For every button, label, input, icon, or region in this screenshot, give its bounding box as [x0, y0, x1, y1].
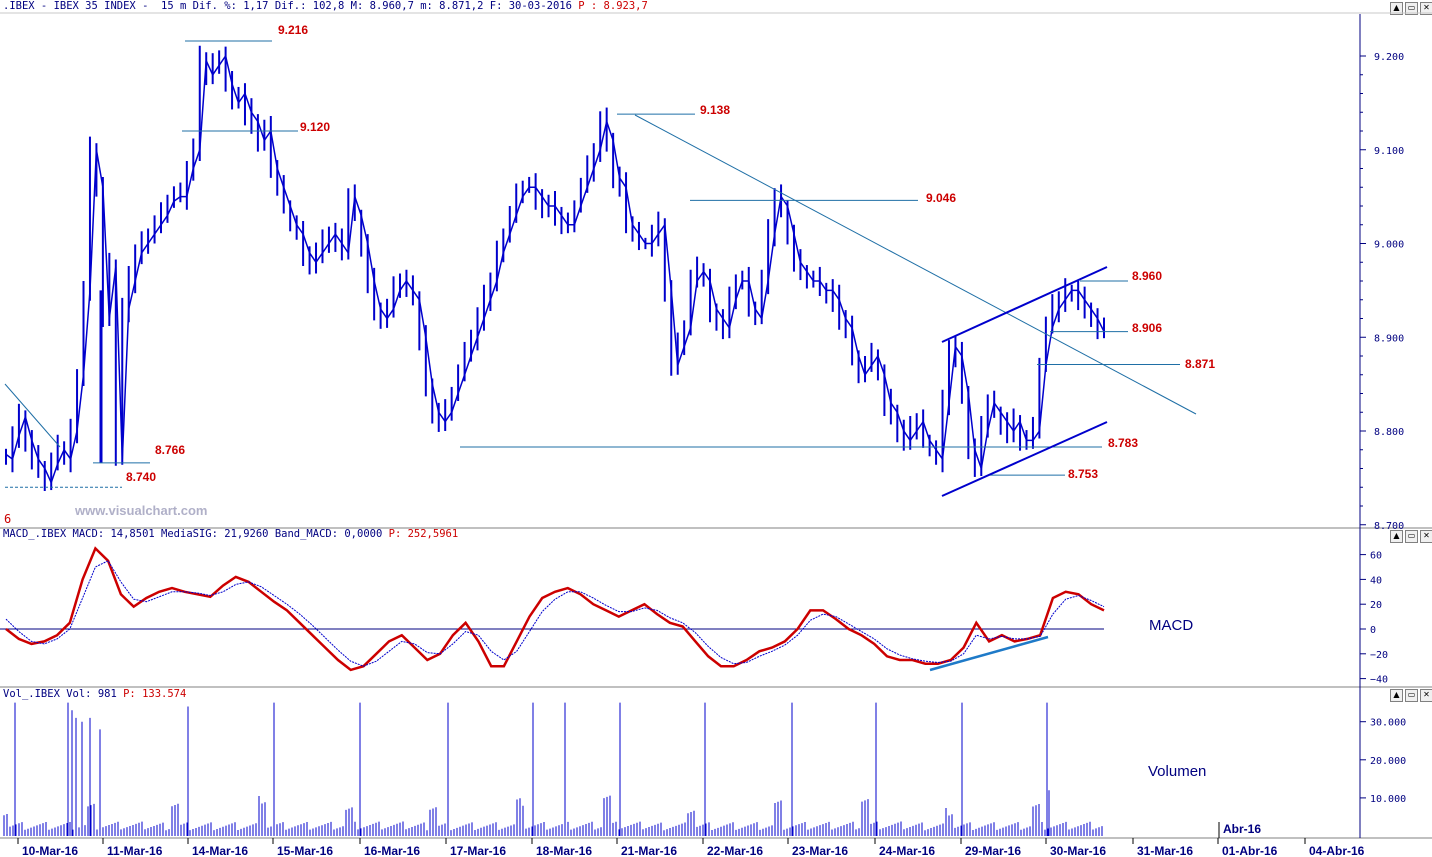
time-tick-label: 29-Mar-16 — [965, 844, 1021, 857]
price-level-label: 8.783 — [1108, 436, 1138, 450]
restore-button[interactable]: ▭ — [1405, 2, 1418, 15]
price-level-label: 8.906 — [1132, 321, 1162, 335]
time-tick-label: 17-Mar-16 — [450, 844, 506, 857]
time-month-label: Abr-16 — [1223, 822, 1261, 836]
price-level-label: 9.216 — [278, 23, 308, 37]
time-tick-label: 21-Mar-16 — [621, 844, 677, 857]
vol-header-text: Vol_.IBEX Vol: 981 — [3, 688, 124, 700]
price-line — [5, 54, 1105, 485]
macd-tick-label: −40 — [1370, 675, 1388, 686]
volume-tick-label: 30.000 — [1370, 718, 1406, 729]
downtrend-line — [634, 114, 1197, 415]
volume-tick-label: 20.000 — [1370, 756, 1406, 767]
price-level-label: 9.120 — [300, 120, 330, 134]
macd-header: MACD_.IBEX MACD: 14,8501 MediaSIG: 21,92… — [3, 528, 458, 540]
price-tick-label: 8.700 — [1374, 521, 1404, 532]
early-trend-line — [4, 383, 61, 448]
scroll-up-button[interactable]: ▲ — [1390, 2, 1403, 15]
time-tick-label: 14-Mar-16 — [192, 844, 248, 857]
price-tick-label: 9.000 — [1374, 240, 1404, 251]
price-level-label: 8.753 — [1068, 467, 1098, 481]
price-tick-label: 9.200 — [1374, 52, 1404, 63]
scroll-up-button[interactable]: ▲ — [1390, 689, 1403, 702]
macd-tick-label: −20 — [1370, 650, 1388, 661]
time-tick-label: 23-Mar-16 — [792, 844, 848, 857]
restore-button[interactable]: ▭ — [1405, 689, 1418, 702]
price-tick-label: 9.100 — [1374, 146, 1404, 157]
signal-line — [5, 560, 1105, 667]
macd-header-last: P: 252,5961 — [388, 528, 459, 540]
time-tick-label: 16-Mar-16 — [364, 844, 420, 857]
time-tick-label: 30-Mar-16 — [1050, 844, 1106, 857]
macd-window-buttons: ▲ ▭ ✕ — [1390, 530, 1432, 543]
price-header-text: .IBEX - IBEX 35 INDEX - 15 m Dif. %: 1,1… — [3, 0, 579, 12]
time-tick-label: 11-Mar-16 — [107, 844, 163, 857]
price-level-label: 9.138 — [700, 103, 730, 117]
scroll-up-button[interactable]: ▲ — [1390, 530, 1403, 543]
macd-tick-label: 60 — [1370, 551, 1382, 562]
macd-panel-label: MACD — [1149, 617, 1194, 634]
vol-header: Vol_.IBEX Vol: 981 P: 133.574 — [3, 688, 186, 700]
close-button[interactable]: ✕ — [1420, 530, 1432, 543]
time-tick-label: 24-Mar-16 — [879, 844, 935, 857]
time-tick-label: 04-Abr-16 — [1309, 844, 1365, 857]
price-header-last: P : 8.923,7 — [578, 0, 648, 12]
vol-window-buttons: ▲ ▭ ✕ — [1390, 689, 1432, 702]
restore-button[interactable]: ▭ — [1405, 530, 1418, 543]
side-label: 6 — [4, 512, 12, 526]
channel-upper-line — [941, 266, 1108, 343]
time-tick-label: 31-Mar-16 — [1137, 844, 1193, 857]
channel-lower-line — [941, 421, 1108, 497]
macd-tick-label: 20 — [1370, 600, 1382, 611]
price-level-label: 9.046 — [926, 191, 956, 205]
price-level-label: 8.960 — [1132, 269, 1162, 283]
time-tick-label: 10-Mar-16 — [22, 844, 78, 857]
time-tick-label: 01-Abr-16 — [1222, 844, 1278, 857]
macd-tick-label: 0 — [1370, 625, 1376, 636]
volume-panel-label: Volumen — [1148, 763, 1207, 780]
vol-header-last: P: 133.574 — [123, 688, 187, 700]
time-tick-label: 18-Mar-16 — [536, 844, 592, 857]
time-tick-label: 15-Mar-16 — [277, 844, 333, 857]
price-window-buttons: ▲ ▭ ✕ — [1390, 2, 1432, 15]
price-tick-label: 8.800 — [1374, 427, 1404, 438]
close-button[interactable]: ✕ — [1420, 2, 1432, 15]
price-header: .IBEX - IBEX 35 INDEX - 15 m Dif. %: 1,1… — [3, 0, 648, 12]
price-level-label: 8.740 — [126, 470, 156, 484]
close-button[interactable]: ✕ — [1420, 689, 1432, 702]
macd-header-text: MACD_.IBEX MACD: 14,8501 MediaSIG: 21,92… — [3, 528, 389, 540]
watermark: www.visualchart.com — [75, 503, 208, 518]
macd-divergence-line — [929, 635, 1049, 672]
volume-tick-label: 10.000 — [1370, 794, 1406, 805]
price-level-label: 8.766 — [155, 443, 185, 457]
macd-tick-label: 40 — [1370, 575, 1382, 586]
price-tick-label: 8.900 — [1374, 333, 1404, 344]
time-tick-label: 22-Mar-16 — [707, 844, 763, 857]
price-level-label: 8.871 — [1185, 357, 1215, 371]
macd-line — [5, 546, 1105, 672]
